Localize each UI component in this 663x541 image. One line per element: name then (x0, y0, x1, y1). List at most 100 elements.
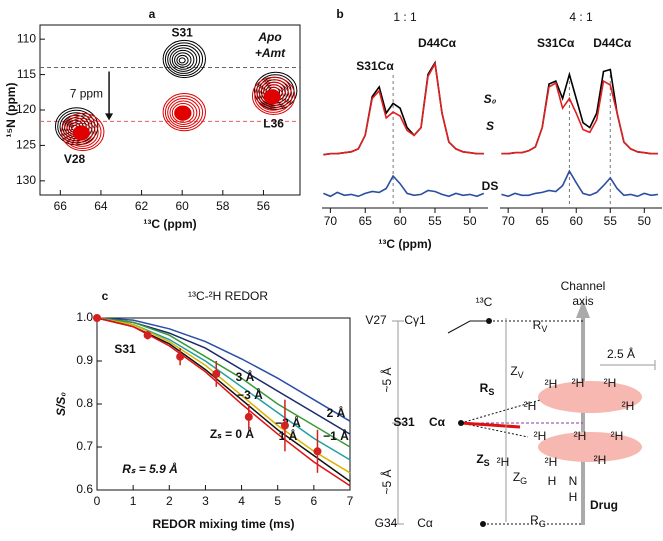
x-tick-label: 56 (257, 199, 271, 213)
diagram-label: ²H (574, 429, 587, 443)
peak-label: S31 (172, 26, 194, 40)
text-part: S (488, 387, 494, 397)
data-point (176, 352, 185, 361)
chart-title: ¹³C-²H REDOR (188, 289, 268, 303)
diagram-label: 2.5 Å (607, 346, 635, 361)
x-tick-label: 1 (130, 494, 137, 508)
contour-ring (178, 57, 186, 64)
diagram-label: Channel (561, 279, 606, 293)
subpanel-title: 1 : 1 (393, 10, 417, 24)
diagram-label: Cγ1 (404, 313, 426, 327)
contour-ring (256, 81, 290, 111)
diagram-label: RS (480, 381, 495, 397)
dotted (460, 399, 541, 424)
diagram-label: H (569, 490, 578, 504)
diagram-label: ²H (572, 376, 585, 390)
axis-title: S/S₀ (54, 392, 68, 416)
ring (538, 381, 642, 413)
x-tick-label: 3 (202, 494, 209, 508)
x-tick-label: 60 (176, 199, 190, 213)
series-label: S₀ (484, 92, 497, 106)
contour-peak (162, 39, 206, 79)
y-tick-label: 0.7 (76, 439, 93, 453)
contour-peak (61, 112, 105, 152)
contour-ring (263, 89, 281, 105)
annotation: Rₛ = 5.9 Å (122, 462, 178, 476)
panel-label: c (102, 289, 109, 303)
diagram-label: RG (530, 513, 546, 529)
contour-ring (164, 42, 204, 77)
data-line (323, 60, 484, 156)
axis-title: ¹³C (ppm) (378, 237, 431, 251)
peak-label: L36 (263, 116, 284, 130)
diagram-label: axis (572, 294, 593, 308)
diagram-label: ZS (476, 452, 489, 468)
contour-ring (70, 122, 93, 143)
y-tick-label: 0.9 (76, 353, 93, 367)
annotation: +Amt (255, 46, 286, 60)
y-tick-label: 115 (17, 67, 36, 81)
contour-ring (176, 54, 189, 66)
text-part: R (530, 513, 539, 527)
zs-bar (460, 421, 521, 429)
dotted (460, 422, 529, 438)
text-part: Z (513, 470, 520, 484)
diagram-label: S31 (393, 415, 415, 429)
contour-ring (162, 93, 206, 132)
data-point (244, 412, 253, 421)
diagram-label: ~5 Å (379, 367, 394, 392)
contour-ring (169, 47, 198, 72)
data-line (96, 317, 351, 487)
x-tick-label: 60 (393, 214, 407, 228)
text-part: G (520, 476, 527, 486)
series-label: −1 Å (323, 428, 349, 443)
data-point (313, 447, 322, 456)
contour-ring (54, 107, 99, 146)
text-part: R (533, 318, 542, 332)
diagram-label: V27 (365, 313, 387, 327)
contour-ring (174, 105, 192, 121)
peak-label: V28 (64, 152, 86, 166)
diagram-label: H (548, 474, 557, 488)
x-tick-label: 70 (324, 214, 338, 228)
diagram-label: RV (533, 318, 548, 334)
diagram-label: Cα (417, 516, 433, 530)
x-tick-label: 0 (94, 494, 101, 508)
contour-ring (65, 117, 99, 147)
y-tick-label: 110 (17, 31, 36, 45)
text-part: V (518, 370, 524, 380)
data-line (96, 317, 351, 422)
contour-ring (171, 49, 195, 70)
ring (538, 432, 642, 462)
y-tick-label: 0.8 (76, 396, 93, 410)
text-part: G (539, 519, 546, 529)
contour-ring (164, 95, 204, 130)
diagram-label: ²H (524, 399, 537, 413)
series-label: 3 Å (236, 369, 255, 384)
series-label: S (486, 119, 494, 133)
data-line (501, 79, 658, 155)
x-tick-label: 7 (347, 494, 354, 508)
contour-ring (167, 98, 201, 128)
x-tick-label: 5 (274, 494, 281, 508)
atom (480, 521, 486, 527)
diagram-label: Drug (590, 498, 618, 512)
text-part: Z (476, 452, 483, 466)
subpanel-title: 4 : 1 (569, 10, 593, 24)
arrowhead (105, 113, 114, 121)
contour-ring (171, 103, 195, 123)
series-label: DS (482, 179, 499, 193)
annotation: D44Cα (418, 36, 457, 50)
diagram-label: ¹³C (476, 295, 493, 309)
data-point (212, 369, 221, 378)
x-tick-label: 55 (428, 214, 442, 228)
contour-ring (162, 39, 206, 79)
panel-label: a (149, 7, 156, 21)
diagram-label: ²H (534, 429, 547, 443)
text-part: R (480, 381, 489, 395)
contour-ring (261, 86, 284, 107)
annotation: S31Cα (537, 36, 575, 50)
contour-ring (251, 76, 296, 115)
arrowhead (576, 300, 590, 318)
